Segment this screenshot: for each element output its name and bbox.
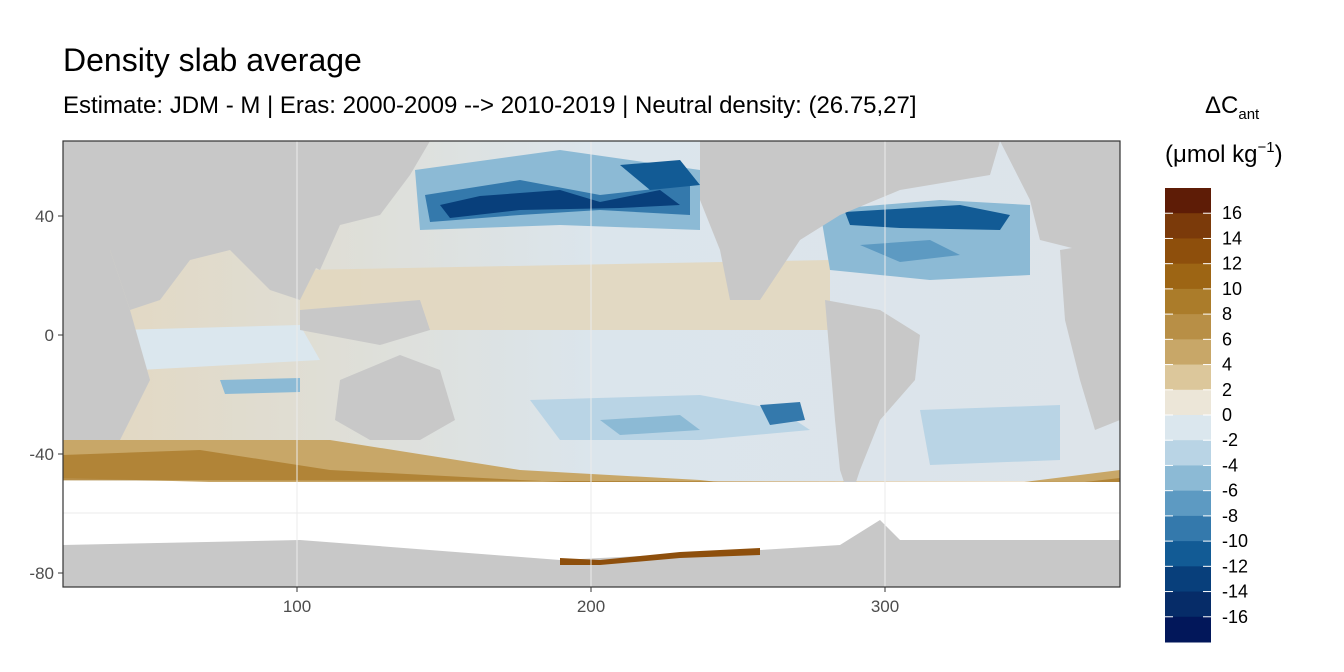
colorbar-title-units: (μmol kg−1): [1165, 139, 1283, 168]
colorbar-swatch: [1165, 288, 1211, 315]
colorbar-swatch: [1165, 591, 1211, 618]
x-tick-label: 300: [871, 597, 899, 616]
south-pacific-mid: [600, 415, 700, 435]
colorbar-swatch: [1165, 339, 1211, 366]
land-antarctica: [63, 520, 1120, 587]
colorbar-label: -8: [1222, 506, 1238, 526]
colorbar-label: -6: [1222, 481, 1238, 501]
north-atlantic-dark: [845, 205, 1010, 230]
land-south-america: [825, 300, 920, 500]
colorbar-label: -14: [1222, 582, 1248, 602]
colorbar-title: ΔCant (μmol kg−1): [1165, 92, 1283, 168]
north-pacific-dark: [440, 190, 680, 218]
land-asia: [300, 141, 430, 270]
land-africa-east: [1060, 240, 1120, 430]
colorbar-title-main: ΔCant: [1205, 92, 1260, 123]
colorbar-label: -12: [1222, 556, 1248, 576]
colorbar-label: -10: [1222, 531, 1248, 551]
land-europe-east: [1000, 141, 1120, 260]
colorbar-swatch: [1165, 364, 1211, 391]
colorbar-units-superscript: −1: [1258, 139, 1275, 156]
colorbar-swatch: [1165, 515, 1211, 542]
chart-subtitle: Estimate: JDM - M | Eras: 2000-2009 --> …: [63, 92, 917, 119]
colorbar: 16 14 12 10 8 6 4 2 0 -2 -4 -6 -8 -10 -12 -14 -16: [1165, 188, 1248, 643]
south-pacific-patch: [760, 402, 805, 425]
land-africa: [63, 230, 150, 440]
y-tick-label: 40: [35, 207, 54, 226]
x-tick-label: 100: [283, 597, 311, 616]
y-tick-label: -40: [29, 445, 54, 464]
colorbar-title-subscript: ant: [1238, 106, 1260, 123]
colorbar-swatch: [1165, 541, 1211, 567]
colorbar-swatch: [1165, 389, 1211, 416]
colorbar-label: 6: [1222, 329, 1232, 349]
map-panel: [63, 141, 1120, 587]
equatorial-band: [300, 260, 830, 330]
colorbar-label: 16: [1222, 203, 1242, 223]
colorbar-swatch: [1165, 263, 1211, 290]
colorbar-label: 4: [1222, 355, 1232, 375]
y-tick-label: -80: [29, 564, 54, 583]
colorbar-swatch: [1165, 490, 1211, 517]
colorbar-label: 2: [1222, 380, 1232, 400]
colorbar-swatch: [1165, 238, 1211, 265]
land-maritime-continent: [300, 300, 430, 345]
colorbar-swatch: [1165, 188, 1211, 214]
colorbar-units-close: ): [1275, 141, 1283, 168]
colorbar-label: 0: [1222, 405, 1232, 425]
indian-ocean-light: [120, 325, 320, 370]
colorbar-swatch: [1165, 616, 1211, 643]
colorbar-swatch: [1165, 440, 1211, 466]
colorbar-label: 12: [1222, 254, 1242, 274]
colorbar-swatch: [1165, 314, 1211, 340]
grid-lines: [63, 141, 1120, 587]
south-atlantic-light: [920, 405, 1060, 465]
colorbar-label: -4: [1222, 455, 1238, 475]
indian-ocean-patch: [220, 378, 300, 394]
x-tick-label: 200: [577, 597, 605, 616]
north-pacific-dark2: [620, 160, 700, 190]
southern-front-band: [63, 440, 1120, 505]
y-tick-label: 0: [45, 326, 54, 345]
colorbar-swatch: [1165, 415, 1211, 441]
colorbar-label: 10: [1222, 279, 1242, 299]
y-axis: 40 0 -40 -80: [29, 207, 63, 583]
colorbar-swatch: [1165, 465, 1211, 492]
colorbar-label: 8: [1222, 304, 1232, 324]
colorbar-swatch: [1165, 566, 1211, 593]
colorbar-label: 14: [1222, 228, 1242, 248]
chart-title: Density slab average: [63, 42, 362, 78]
colorbar-label: -16: [1222, 607, 1248, 627]
colorbar-units-text: (μmol kg: [1165, 141, 1258, 168]
colorbar-label: -2: [1222, 430, 1238, 450]
colorbar-title-symbol: ΔC: [1205, 92, 1238, 119]
land-australia: [335, 355, 455, 440]
colorbar-swatch: [1165, 213, 1211, 239]
x-axis: 100 200 300: [283, 587, 899, 616]
antarctic-shelf-brown: [560, 548, 760, 565]
land-north-america: [700, 141, 1000, 300]
